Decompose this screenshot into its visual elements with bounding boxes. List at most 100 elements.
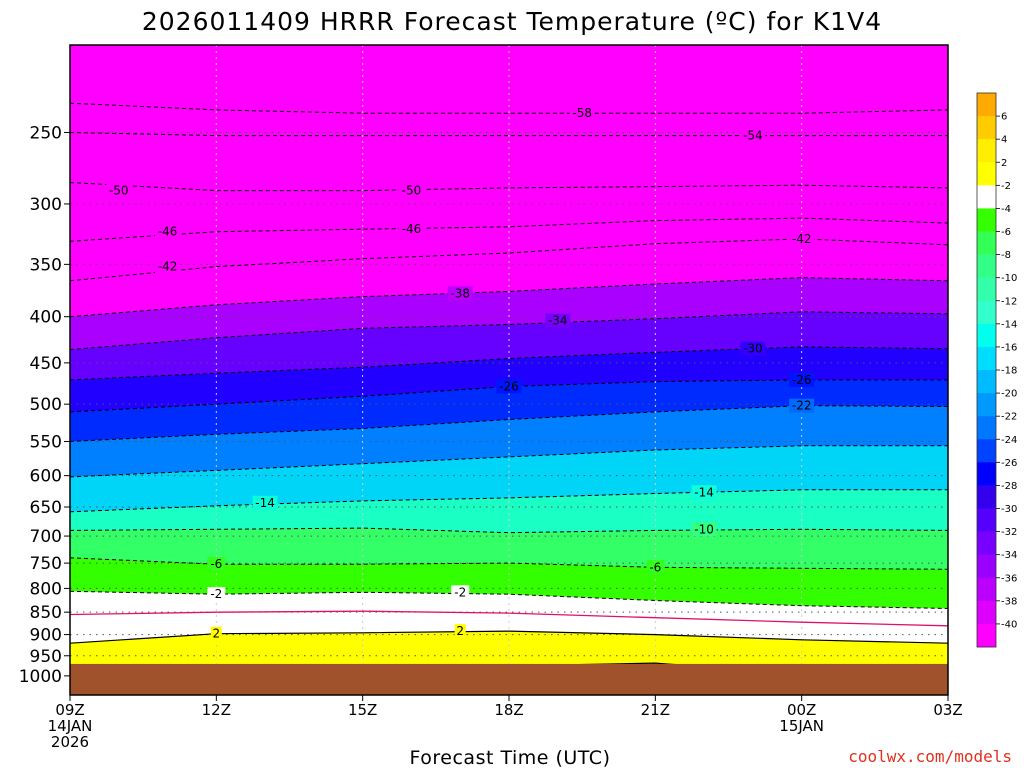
colorbar-swatch	[977, 485, 996, 509]
isotherm-line	[70, 590, 948, 609]
x-tick-label: 09Z	[55, 701, 84, 719]
contour-label-layer: -58 -54 -50 -50 -46 -46 -42 -42 -38 -34 -30 -26 -26 -…	[106, 106, 815, 641]
contour-label-background	[451, 585, 470, 600]
colorbar-label: -34	[1001, 550, 1017, 561]
contour-label-background	[789, 231, 815, 246]
colorbar-label: -8	[1001, 250, 1011, 261]
colorbar-label: -12	[1001, 296, 1017, 307]
contour-label: -54	[743, 129, 763, 143]
contour-label: -38	[450, 286, 470, 300]
x-tick-label: 15Z	[348, 701, 377, 719]
colorbar-swatch	[977, 231, 996, 255]
colorbar-label: 4	[1001, 135, 1007, 146]
contour-label-background	[646, 560, 665, 575]
contour-label-background	[789, 398, 815, 413]
colorbar-label: -6	[1001, 227, 1011, 238]
y-tick-label: 900	[30, 626, 62, 646]
y-tick-label: 250	[30, 123, 62, 143]
contour-label: -14	[255, 496, 275, 510]
colorbar-swatch	[977, 277, 996, 302]
grid-layer	[70, 45, 948, 695]
colorbar-label: -32	[1001, 527, 1017, 538]
contour-label-background	[740, 128, 766, 143]
contour-label: -46	[158, 225, 178, 239]
contour-label: -6	[649, 560, 661, 574]
contour-label-background	[155, 224, 181, 239]
y-tick-label: 800	[30, 579, 62, 599]
y-tick-label: 350	[30, 255, 62, 275]
colorbar-label: -10	[1001, 273, 1017, 284]
colorbar-swatch	[977, 623, 996, 648]
contour-label: -22	[792, 399, 812, 413]
contour-label: -14	[694, 485, 714, 499]
isotherm-line	[70, 557, 948, 570]
contour-label: -30	[743, 342, 763, 356]
colorbar-swatch	[977, 439, 996, 463]
chart-title: 2026011409 HRRR Forecast Temperature (ºC…	[142, 7, 882, 36]
contour-label: -46	[402, 222, 422, 236]
colorbar-label: -2	[1001, 181, 1011, 192]
contour-label-background	[545, 313, 571, 328]
colorbar-swatch	[977, 323, 996, 348]
contour-label: -50	[109, 184, 129, 198]
colorbar-swatch	[977, 300, 996, 325]
isotherm-line	[70, 102, 948, 114]
colorbar-swatch	[977, 93, 996, 117]
y-tick-label: 950	[30, 647, 62, 667]
y-tick-label: 450	[30, 354, 62, 374]
x-tick-label: 03Z	[933, 701, 962, 719]
contour-label-background	[210, 626, 222, 641]
colorbar-swatch	[977, 254, 996, 278]
contour-label-background	[207, 587, 226, 602]
credit-text: coolwx.com/models	[848, 747, 1012, 766]
temperature-band	[70, 103, 948, 136]
colorbar-label: -18	[1001, 366, 1017, 377]
colorbar-swatch	[977, 462, 996, 486]
colorbar-swatch	[977, 577, 996, 602]
colorbar-swatch	[977, 508, 996, 532]
colorbar-label: -16	[1001, 342, 1017, 353]
colorbar-swatch	[977, 531, 996, 555]
ground-surface	[70, 663, 948, 695]
colorbar-label: -28	[1001, 481, 1017, 492]
colorbar-swatch	[977, 370, 996, 394]
contour-label-background	[740, 341, 766, 356]
colorbar-label: -22	[1001, 412, 1017, 423]
contour-label: -50	[402, 184, 422, 198]
colorbar-label: -26	[1001, 458, 1017, 469]
x-tick-label: 12Z	[202, 701, 231, 719]
colorbar-label: -36	[1001, 573, 1017, 584]
x-tick-label: 00Z	[787, 701, 816, 719]
contour-label-background	[447, 286, 473, 301]
x-tick-label: 18Z	[494, 701, 523, 719]
colorbar-swatch	[977, 139, 996, 163]
colorbar-swatch	[977, 393, 996, 417]
contour-label-background	[454, 624, 466, 639]
contour-label-background	[398, 183, 424, 198]
colorbar-label: 2	[1001, 158, 1007, 169]
y-tick-label: 550	[30, 433, 62, 453]
contour-label: -26	[499, 380, 519, 394]
y-tick-label: 400	[30, 308, 62, 328]
x-tick-label: 14JAN	[48, 717, 93, 735]
temperature-band	[70, 182, 948, 242]
x-tick-label: 15JAN	[779, 717, 824, 735]
colorbar-label: -24	[1001, 435, 1017, 446]
colorbar-label: -38	[1001, 596, 1017, 607]
colorbar-swatch	[977, 416, 996, 440]
colorbar-swatch	[977, 116, 996, 140]
isotherm-line	[70, 132, 948, 137]
y-tick-label: 600	[30, 467, 62, 487]
colorbar-swatch	[977, 162, 996, 186]
temperature-band	[70, 591, 948, 626]
contour-label-background	[155, 259, 181, 274]
isotherm-line	[70, 527, 948, 534]
colorbar-swatch	[977, 554, 996, 579]
temperature-band	[70, 528, 948, 570]
contour-label: -2	[454, 585, 466, 599]
contour-label: -10	[694, 522, 714, 536]
colorbar-legend: 6 4 2 -2 -4 -6 -8 -10 -12 -14 -16 -18 -20 -22 -24 -26 -2…	[976, 92, 1017, 648]
contour-label: -26	[792, 373, 812, 387]
y-tick-label: 750	[30, 554, 62, 574]
